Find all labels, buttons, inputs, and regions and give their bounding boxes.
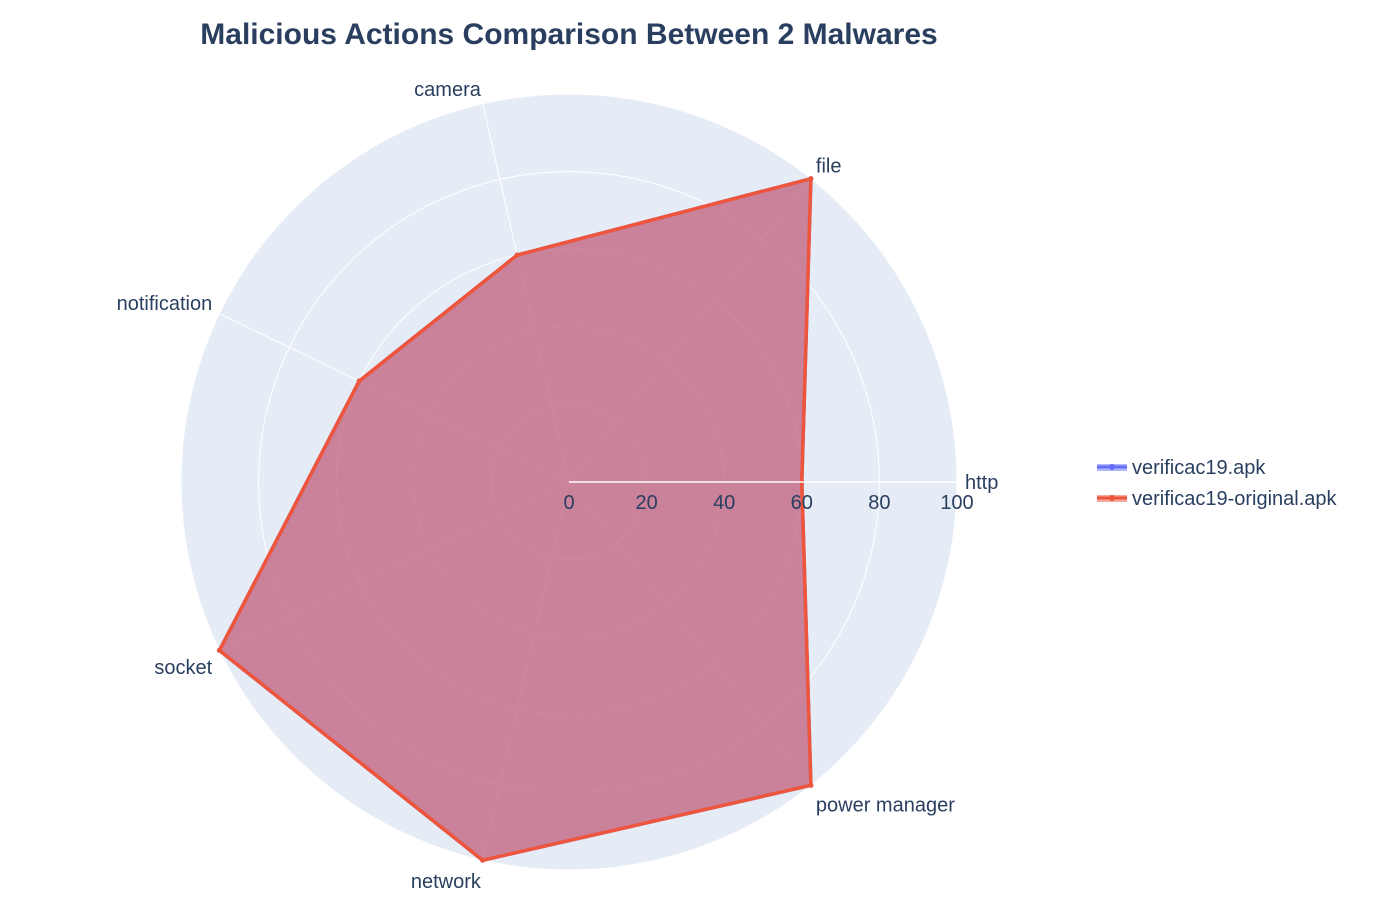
legend[interactable]: verificac19.apk verificac19-original.apk (1097, 457, 1338, 510)
legend-label: verificac19-original.apk (1132, 488, 1338, 510)
radial-tick-label: 60 (791, 492, 813, 514)
data-point[interactable] (808, 176, 814, 182)
radial-tick-label: 20 (635, 492, 657, 514)
category-label: socket (154, 657, 212, 679)
legend-item[interactable]: verificac19-original.apk (1097, 488, 1338, 510)
data-point[interactable] (216, 647, 222, 653)
category-label: camera (414, 79, 482, 101)
radial-tick-label: 100 (940, 492, 973, 514)
category-label: power manager (816, 795, 955, 817)
series-layer (216, 176, 814, 863)
series-area-1[interactable] (217, 176, 813, 863)
radial-ticks: 0 20 40 60 80 100 (563, 481, 974, 514)
legend-marker (1109, 495, 1115, 501)
category-label: file (816, 155, 842, 177)
chart-title: Malicious Actions Comparison Between 2 M… (200, 18, 937, 51)
data-point[interactable] (514, 252, 520, 258)
radial-tick-label: 80 (868, 492, 890, 514)
legend-item[interactable]: verificac19.apk (1097, 457, 1266, 479)
category-label: http (965, 472, 998, 494)
data-point[interactable] (480, 857, 486, 863)
category-label: network (411, 871, 482, 893)
category-label: notification (117, 293, 213, 315)
radial-tick-label: 40 (713, 492, 735, 514)
data-point[interactable] (356, 378, 362, 384)
legend-label: verificac19.apk (1132, 457, 1266, 479)
legend-marker (1109, 464, 1115, 470)
radial-tick-label: 0 (563, 492, 574, 514)
data-point[interactable] (808, 782, 814, 788)
angular-labels: http file camera notification socket network p… (117, 79, 999, 893)
